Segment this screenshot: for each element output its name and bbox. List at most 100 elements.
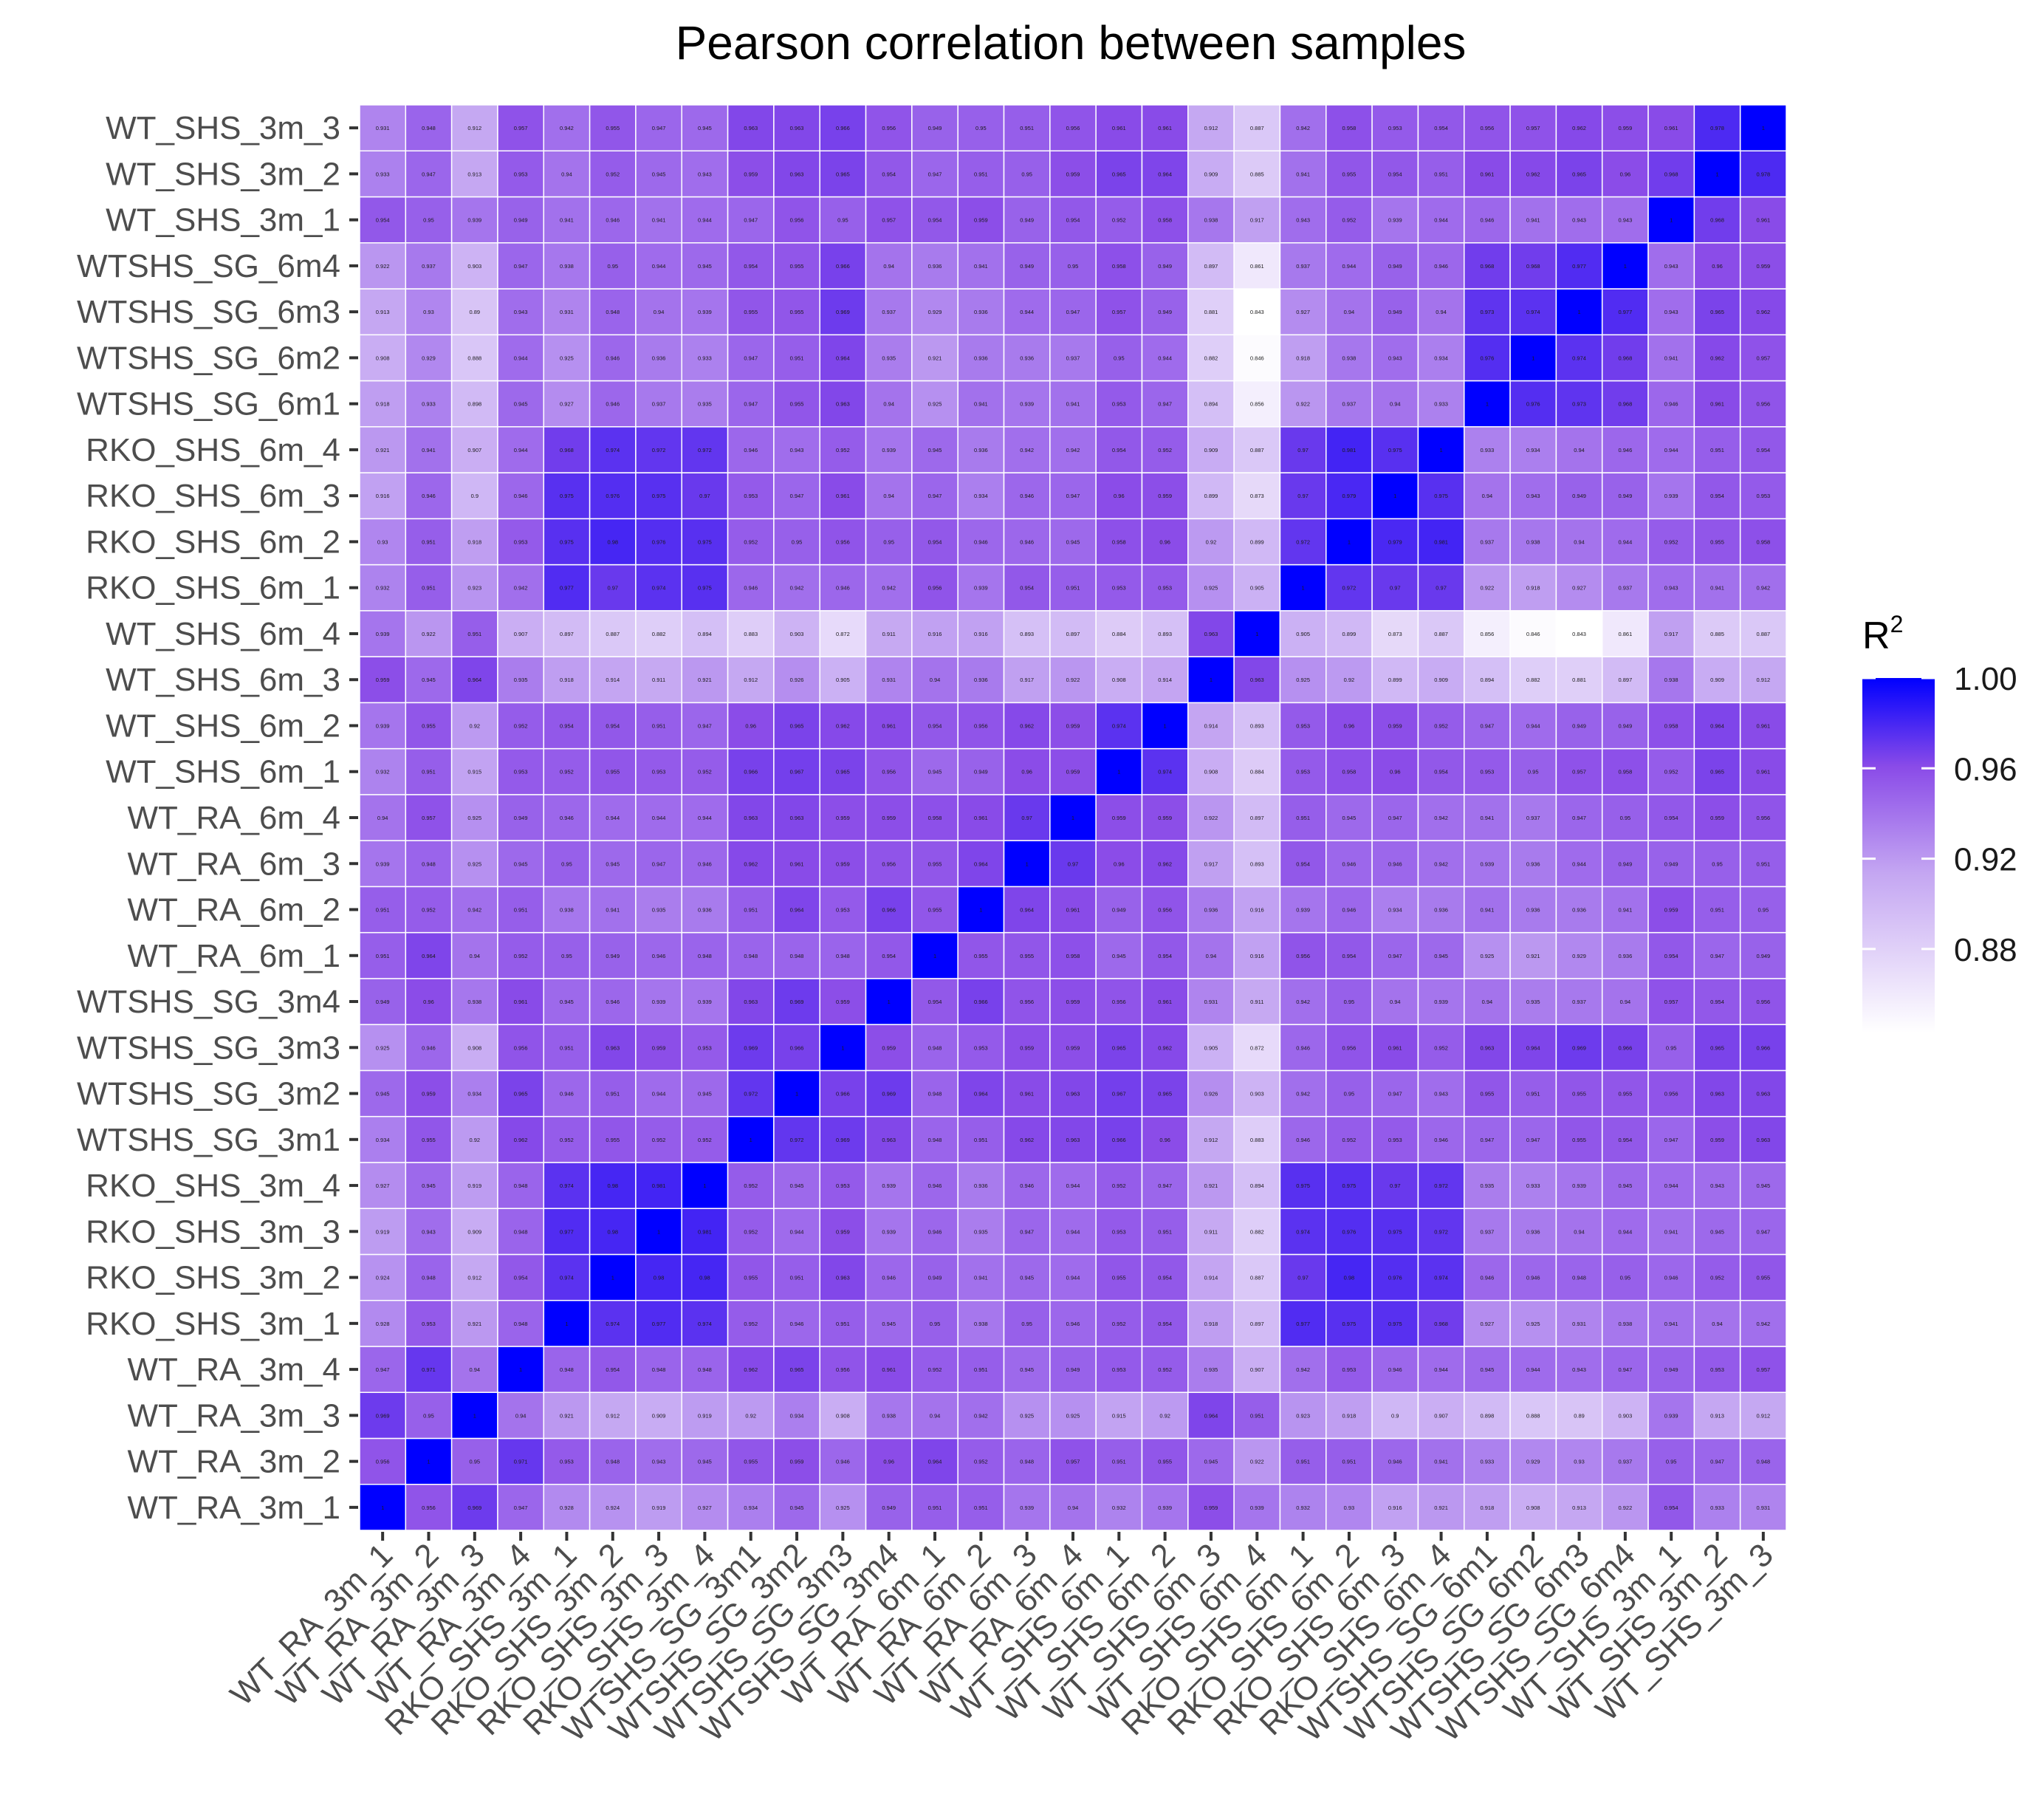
heatmap-cell-label: 0.94 — [1390, 401, 1401, 408]
heatmap-cell-label: 0.955 — [1112, 1275, 1126, 1281]
heatmap-cell-label: 0.974 — [560, 1275, 574, 1281]
heatmap-cell-label: 0.942 — [560, 125, 574, 131]
heatmap-cell — [1141, 1346, 1189, 1393]
heatmap-cell-label: 0.976 — [652, 538, 666, 545]
heatmap-cell — [450, 656, 498, 704]
heatmap-cell-label: 0.98 — [654, 1275, 665, 1281]
heatmap-cell-label: 0.947 — [514, 1504, 528, 1511]
heatmap-cell-label: 0.967 — [790, 769, 804, 776]
heatmap-cell-label: 0.921 — [376, 447, 390, 453]
heatmap-cell-label: 0.903 — [1250, 1091, 1264, 1098]
heatmap-cell-label: 0.953 — [514, 538, 528, 545]
heatmap-cell-label: 0.92 — [470, 1137, 481, 1143]
heatmap-cell — [1693, 196, 1741, 244]
heatmap-cell-label: 0.94 — [1712, 1321, 1723, 1327]
heatmap-cell — [1509, 426, 1557, 473]
heatmap-cell — [1417, 1299, 1465, 1347]
heatmap-cell-label: 0.944 — [698, 217, 712, 224]
heatmap-cell-label: 0.918 — [1481, 1504, 1495, 1511]
heatmap-cell-label: 0.942 — [467, 907, 481, 914]
heatmap-cell-label: 0.948 — [928, 1044, 942, 1051]
heatmap-cell-label: 0.956 — [1481, 125, 1495, 131]
heatmap-cell-label: 0.945 — [698, 1091, 712, 1098]
heatmap-cell-label: 0.955 — [1710, 538, 1724, 545]
heatmap-cell-label: 0.947 — [422, 171, 436, 177]
heatmap-cell-label: 0.915 — [467, 769, 481, 776]
heatmap-cell-label: 0.961 — [882, 722, 896, 729]
heatmap-cell-label: 0.893 — [1250, 722, 1264, 729]
heatmap-cell-label: 0.941 — [974, 401, 988, 408]
heatmap-cell-label: 0.94 — [1206, 953, 1217, 959]
heatmap-cell — [1279, 1069, 1327, 1117]
heatmap-cell-label: 0.946 — [1664, 1275, 1678, 1281]
heatmap-cell-label: 0.949 — [1618, 493, 1632, 499]
heatmap-cell — [819, 1437, 867, 1485]
heatmap-cell-label: 0.843 — [1572, 631, 1586, 637]
heatmap-cell-label: 0.951 — [422, 538, 436, 545]
heatmap-cell-label: 0.961 — [790, 860, 804, 867]
heatmap-cell-label: 0.95 — [423, 217, 434, 224]
heatmap-cell — [589, 886, 637, 934]
heatmap-cell — [635, 472, 683, 520]
heatmap-cell-label: 0.912 — [1756, 677, 1770, 683]
heatmap-cell-label: 0.963 — [744, 125, 758, 131]
heatmap-cell — [589, 472, 637, 520]
heatmap-cell — [405, 702, 453, 750]
heatmap-cell-label: 0.9 — [1391, 1412, 1399, 1419]
x-axis: WT_RA_3m_1WT_RA_3m_2WT_RA_3m_3WT_RA_3m_4… — [224, 1532, 1780, 1748]
heatmap-cell-label: 0.907 — [514, 631, 528, 637]
heatmap-cell-label: 0.934 — [744, 1504, 758, 1511]
heatmap-cell — [589, 564, 637, 612]
heatmap-cell — [1463, 1346, 1511, 1393]
heatmap-cell-label: 0.931 — [1572, 1321, 1586, 1327]
heatmap-cell-label: 0.946 — [1434, 1137, 1448, 1143]
heatmap-cell-label: 0.962 — [1572, 125, 1586, 131]
heatmap-cell-label: 0.954 — [1710, 999, 1724, 1005]
heatmap-cell-label: 0.953 — [1112, 1366, 1126, 1373]
heatmap-cell — [1647, 564, 1695, 612]
heatmap-cell — [359, 1162, 407, 1209]
heatmap-cell-label: 0.935 — [1526, 999, 1540, 1005]
heatmap-cell-label: 0.978 — [1710, 125, 1724, 131]
heatmap-cell — [1003, 1299, 1051, 1347]
heatmap-cell-label: 0.934 — [376, 1137, 390, 1143]
heatmap-cell — [1095, 1391, 1143, 1439]
heatmap-cell-label: 0.907 — [467, 447, 481, 453]
heatmap-cell-label: 1 — [565, 1321, 568, 1327]
heatmap-cell — [681, 564, 729, 612]
heatmap-cell-label: 0.949 — [376, 999, 390, 1005]
heatmap-cell — [957, 380, 1005, 428]
heatmap-cell-label: 0.909 — [652, 1412, 666, 1419]
heatmap-cell-label: 0.961 — [1481, 171, 1495, 177]
heatmap-cell — [1003, 1115, 1051, 1163]
heatmap-cell — [543, 747, 591, 795]
heatmap-cell-label: 0.946 — [422, 493, 436, 499]
heatmap-cell-label: 1 — [703, 1182, 706, 1189]
heatmap-cell-label: 0.949 — [1572, 722, 1586, 729]
heatmap-cell-label: 0.933 — [698, 355, 712, 361]
heatmap-cell — [727, 104, 775, 152]
heatmap-cell-label: 0.959 — [836, 1228, 850, 1235]
heatmap-cell — [727, 1208, 775, 1256]
heatmap-cell — [1509, 978, 1557, 1025]
heatmap-cell — [450, 702, 498, 750]
heatmap-cell — [1095, 1346, 1143, 1393]
heatmap-cell — [1233, 978, 1281, 1025]
heatmap-cell-label: 0.952 — [928, 1366, 942, 1373]
heatmap-cell — [1509, 564, 1557, 612]
heatmap-cell — [1417, 196, 1465, 244]
heatmap-cell-label: 0.952 — [974, 1459, 988, 1465]
heatmap-cell-label: 0.965 — [1572, 171, 1586, 177]
heatmap-cell — [1601, 472, 1649, 520]
heatmap-cell-label: 0.951 — [606, 1091, 620, 1098]
heatmap-cell-label: 0.948 — [606, 1459, 620, 1465]
heatmap-cell-label: 0.949 — [1572, 493, 1586, 499]
heatmap-cell-label: 0.97 — [1390, 585, 1401, 592]
heatmap-cell-label: 0.925 — [560, 355, 574, 361]
heatmap-cell-label: 0.939 — [882, 447, 896, 453]
heatmap-cell-label: 0.951 — [1158, 1228, 1172, 1235]
heatmap-cell-label: 0.933 — [422, 401, 436, 408]
heatmap-cell-label: 0.953 — [560, 1459, 574, 1465]
heatmap-cell — [773, 334, 820, 382]
heatmap-cell-label: 0.96 — [1021, 769, 1032, 776]
